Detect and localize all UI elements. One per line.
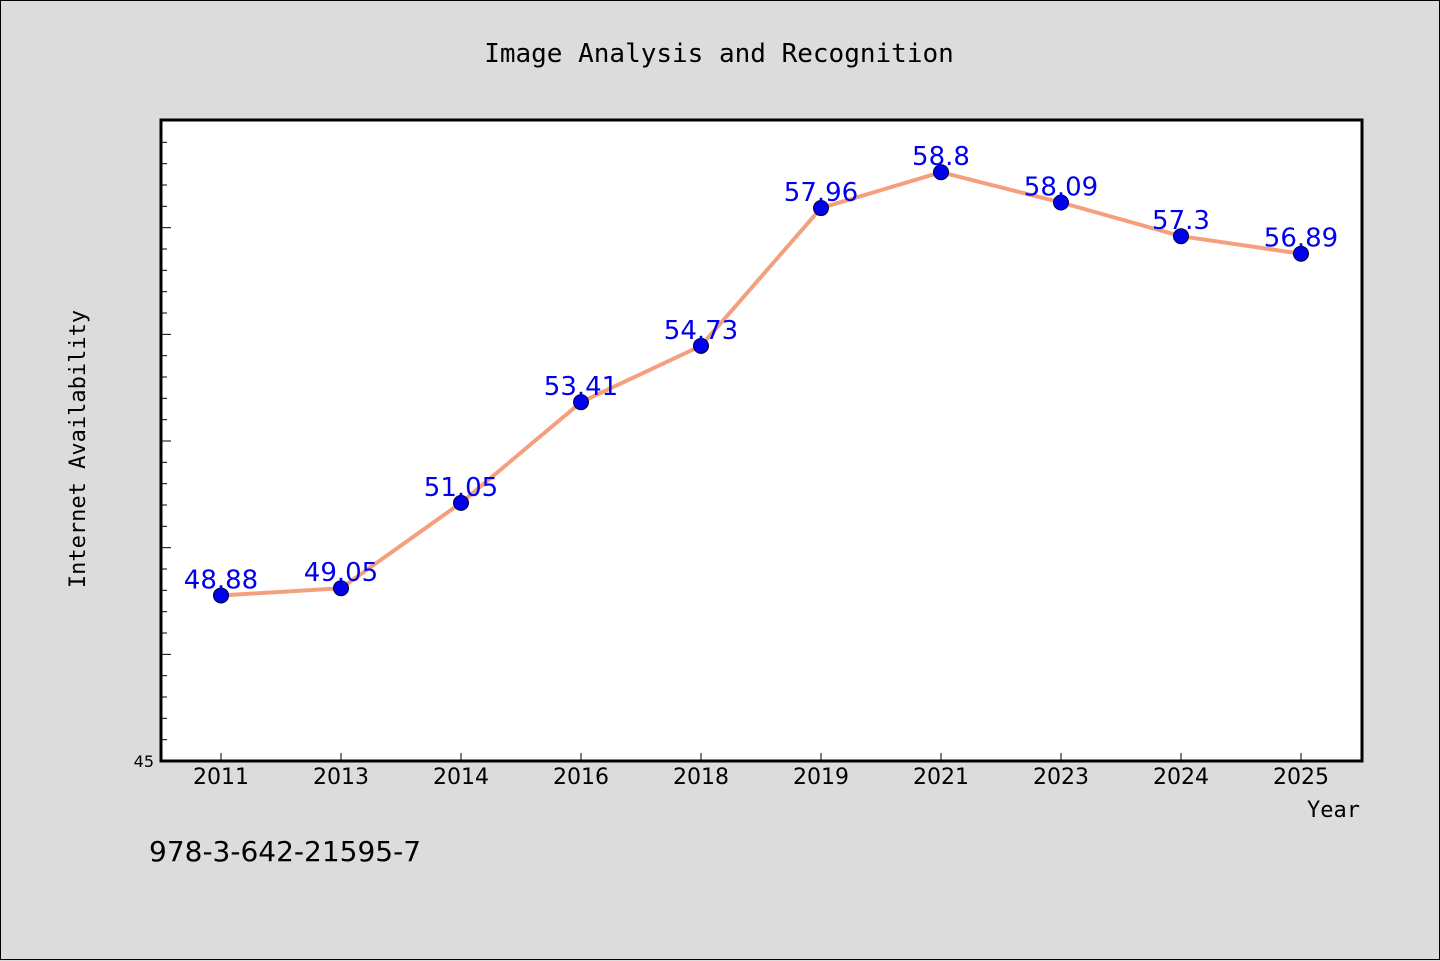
x-tick-label: 2014 — [433, 765, 489, 790]
data-point — [573, 394, 589, 411]
x-tick-label: 2018 — [673, 765, 729, 790]
data-label: 53.41 — [544, 372, 618, 402]
series-line — [219, 170, 1303, 598]
x-tick-label: 2023 — [1033, 765, 1089, 790]
x-tick-label: 2024 — [1153, 765, 1209, 790]
data-label: 49.05 — [304, 558, 378, 588]
data-label: 51.05 — [424, 473, 498, 503]
chart-title: Image Analysis and Recognition — [484, 39, 954, 69]
data-point — [1173, 228, 1189, 245]
x-tick-label: 2011 — [193, 765, 249, 790]
data-label: 58.09 — [1024, 172, 1098, 202]
series-layer: 48.88 49.05 51.05 53.41 54.73 57.96 58.8 58.09 5… — [184, 142, 1338, 604]
x-axis-label: Year — [1307, 798, 1360, 823]
y-axis-ticks: 45 — [134, 141, 171, 771]
y-axis-label: Internet Availability — [66, 310, 91, 588]
plot-area — [159, 118, 1364, 763]
data-label: 54.73 — [664, 316, 738, 346]
data-point — [333, 580, 349, 597]
data-label: 48.88 — [184, 565, 258, 595]
data-point — [453, 494, 469, 511]
data-label: 58.8 — [912, 142, 970, 172]
data-label: 57.96 — [784, 178, 858, 208]
data-point — [213, 587, 229, 604]
x-axis-ticks: 2011 2013 2014 2016 2018 2019 2021 2023 2024 2025 — [193, 753, 1329, 790]
data-label: 56.89 — [1264, 224, 1338, 254]
y-tick-label: 45 — [134, 752, 154, 771]
data-point — [1293, 245, 1309, 262]
data-point — [933, 164, 949, 181]
isbn-caption: 978-3-642-21595-7 — [149, 835, 422, 868]
x-tick-label: 2016 — [553, 765, 609, 790]
data-point — [693, 337, 709, 354]
x-tick-label: 2019 — [793, 765, 849, 790]
x-tick-label: 2021 — [913, 765, 969, 790]
x-tick-label: 2013 — [313, 765, 369, 790]
data-point — [1053, 194, 1069, 211]
data-label: 57.3 — [1152, 206, 1210, 236]
x-tick-label: 2025 — [1273, 765, 1329, 790]
data-point — [813, 200, 829, 217]
